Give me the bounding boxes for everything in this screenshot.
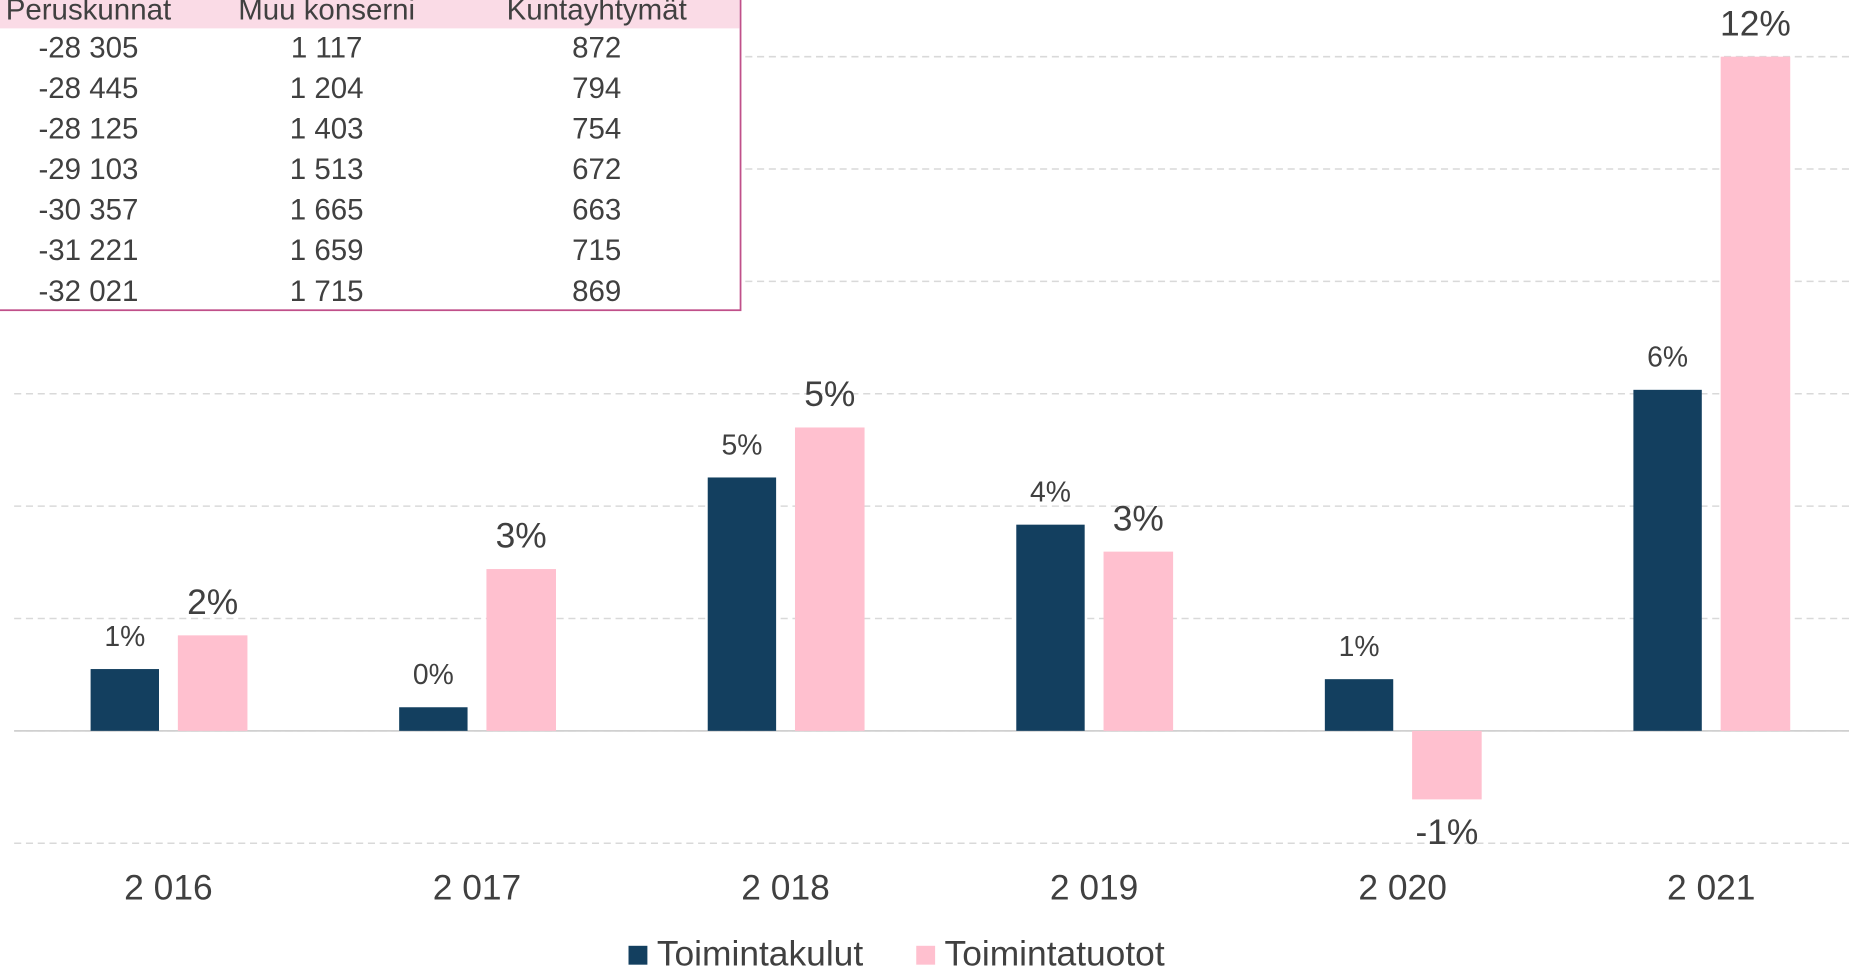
bar bbox=[1103, 551, 1174, 731]
data-label: 3% bbox=[1113, 499, 1164, 538]
table-header: Peruskunnat bbox=[6, 0, 171, 27]
data-label: 12% bbox=[1720, 4, 1791, 43]
table-cell: 869 bbox=[572, 275, 621, 308]
bar bbox=[90, 669, 159, 731]
table-cell: 1 659 bbox=[290, 234, 364, 267]
bar bbox=[399, 707, 468, 731]
table-cell: 794 bbox=[572, 72, 621, 105]
data-label: 3% bbox=[496, 517, 547, 556]
table-cell: 1 513 bbox=[290, 153, 364, 186]
table-cell: 663 bbox=[572, 194, 621, 227]
data-label: 1% bbox=[1339, 630, 1380, 662]
bar bbox=[1016, 524, 1085, 731]
plot-area: 2 016 1% 2% 2 017 0% 3% 2 018 5% 5% 2 019 4% 3% 2 02… bbox=[14, 4, 1849, 973]
data-label: 4% bbox=[1030, 475, 1071, 507]
table-cell: 1 204 bbox=[290, 72, 364, 105]
data-label: 2% bbox=[187, 583, 238, 622]
bar bbox=[1720, 56, 1791, 731]
bar bbox=[1412, 730, 1482, 800]
table-cell: 1 403 bbox=[290, 113, 364, 146]
table-cell: -28 125 bbox=[38, 113, 138, 146]
x-tick-label: 2 020 bbox=[1358, 869, 1447, 908]
x-tick-label: 2 021 bbox=[1667, 869, 1756, 908]
data-label: 6% bbox=[1647, 341, 1688, 373]
legend-swatch bbox=[916, 945, 936, 965]
bar bbox=[177, 635, 248, 731]
bar bbox=[1324, 679, 1394, 731]
table-frame bbox=[0, 0, 742, 312]
table-cell: 672 bbox=[572, 153, 621, 186]
bar bbox=[707, 477, 777, 731]
table-cell: 754 bbox=[572, 113, 621, 146]
data-label: 0% bbox=[413, 658, 454, 690]
table-header: Muu konserni bbox=[238, 0, 415, 27]
data-label: 1% bbox=[104, 620, 145, 652]
table-header-bg bbox=[0, 0, 740, 29]
x-tick-label: 2 016 bbox=[124, 869, 213, 908]
table-cell: -28 445 bbox=[38, 72, 138, 105]
table-header: Kuntayhtymät bbox=[507, 0, 687, 27]
x-tick-label: 2 019 bbox=[1050, 869, 1139, 908]
table-cell: -30 357 bbox=[38, 194, 138, 227]
bar bbox=[1633, 389, 1702, 731]
table-cell: -29 103 bbox=[38, 153, 138, 186]
legend-label: Toimintakulut bbox=[657, 935, 864, 973]
data-table: Peruskunnat Muu konserni Kuntayhtymät -28 3… bbox=[0, 0, 742, 312]
table-cell: -32 021 bbox=[38, 275, 138, 308]
bar bbox=[794, 427, 865, 731]
data-label: 5% bbox=[721, 428, 762, 460]
legend-swatch bbox=[628, 945, 648, 965]
table-cell: 1 715 bbox=[290, 275, 364, 308]
bar bbox=[486, 569, 556, 731]
x-tick-label: 2 017 bbox=[433, 869, 522, 908]
table-cell: -28 305 bbox=[38, 31, 138, 64]
data-label: 5% bbox=[804, 375, 855, 414]
table-cell: 872 bbox=[572, 31, 621, 64]
table-cell: -31 221 bbox=[38, 234, 138, 267]
x-tick-label: 2 018 bbox=[741, 869, 830, 908]
table-cell: 1 117 bbox=[291, 31, 363, 64]
table-cell: 715 bbox=[572, 234, 621, 267]
table-cell: 1 665 bbox=[290, 194, 364, 227]
data-label: -1% bbox=[1415, 813, 1478, 852]
legend-label: Toimintatuotot bbox=[945, 935, 1165, 973]
